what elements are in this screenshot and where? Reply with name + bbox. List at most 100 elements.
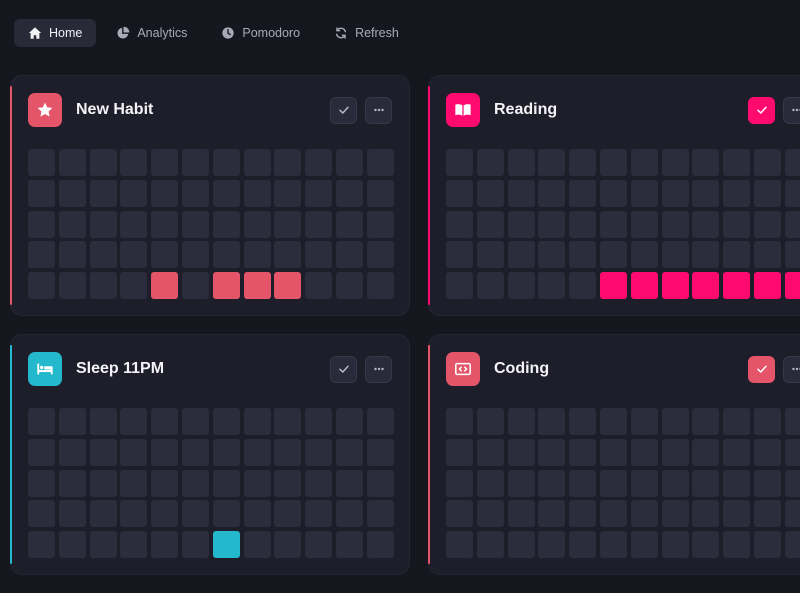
heatmap-cell[interactable] [58, 438, 86, 466]
heatmap-cell[interactable] [507, 408, 535, 435]
heatmap-cell[interactable] [692, 210, 720, 238]
heatmap-cell[interactable] [753, 179, 781, 207]
heatmap-cell[interactable] [476, 210, 504, 238]
heatmap-cell[interactable] [753, 210, 781, 238]
heatmap-cell[interactable] [243, 210, 271, 238]
heatmap-cell[interactable] [507, 272, 535, 300]
heatmap-cell[interactable] [28, 408, 55, 435]
heatmap-cell[interactable] [569, 500, 597, 528]
heatmap-cell[interactable] [243, 469, 271, 497]
heatmap-cell[interactable] [661, 500, 689, 528]
heatmap-cell[interactable] [599, 210, 627, 238]
heatmap-cell[interactable] [569, 241, 597, 269]
heatmap-cell[interactable] [723, 149, 751, 176]
heatmap-cell[interactable] [630, 210, 658, 238]
heatmap-cell[interactable] [305, 241, 333, 269]
heatmap-cell-completed[interactable] [151, 272, 179, 300]
heatmap-cell[interactable] [212, 149, 240, 176]
heatmap-cell[interactable] [212, 241, 240, 269]
heatmap-cell[interactable] [476, 272, 504, 300]
heatmap-cell[interactable] [89, 469, 117, 497]
heatmap-cell[interactable] [120, 272, 148, 300]
heatmap-cell[interactable] [366, 272, 394, 300]
heatmap-cell[interactable] [305, 179, 333, 207]
heatmap-cell[interactable] [58, 241, 86, 269]
heatmap-cell[interactable] [446, 210, 473, 238]
heatmap-cell[interactable] [599, 500, 627, 528]
heatmap-cell[interactable] [476, 149, 504, 176]
heatmap-cell[interactable] [692, 241, 720, 269]
heatmap-cell[interactable] [274, 241, 302, 269]
complete-today-button[interactable] [330, 96, 357, 124]
heatmap-cell[interactable] [723, 531, 751, 559]
complete-today-button[interactable] [330, 355, 357, 383]
heatmap-cell[interactable] [120, 408, 148, 435]
heatmap-cell[interactable] [58, 500, 86, 528]
heatmap-cell[interactable] [212, 179, 240, 207]
heatmap-cell[interactable] [692, 500, 720, 528]
heatmap-cell[interactable] [335, 272, 363, 300]
heatmap-cell[interactable] [599, 179, 627, 207]
heatmap-cell[interactable] [507, 241, 535, 269]
heatmap-cell[interactable] [58, 469, 86, 497]
heatmap-cell[interactable] [538, 500, 566, 528]
heatmap-cell[interactable] [569, 469, 597, 497]
heatmap-cell[interactable] [538, 241, 566, 269]
heatmap-cell[interactable] [274, 531, 302, 559]
heatmap-cell[interactable] [305, 272, 333, 300]
heatmap-cell[interactable] [305, 500, 333, 528]
heatmap-cell[interactable] [661, 438, 689, 466]
more-options-button[interactable] [783, 96, 800, 124]
heatmap-cell[interactable] [89, 438, 117, 466]
heatmap-cell[interactable] [661, 241, 689, 269]
heatmap-cell[interactable] [692, 408, 720, 435]
heatmap-cell[interactable] [243, 438, 271, 466]
heatmap-cell[interactable] [274, 179, 302, 207]
heatmap-cell[interactable] [784, 469, 800, 497]
heatmap-cell[interactable] [630, 500, 658, 528]
heatmap-cell[interactable] [89, 241, 117, 269]
heatmap-cell[interactable] [274, 408, 302, 435]
heatmap-cell[interactable] [692, 531, 720, 559]
heatmap-cell[interactable] [151, 438, 179, 466]
heatmap-cell[interactable] [723, 438, 751, 466]
heatmap-cell[interactable] [784, 531, 800, 559]
heatmap-cell[interactable] [181, 469, 209, 497]
heatmap-cell[interactable] [661, 179, 689, 207]
heatmap-cell[interactable] [58, 531, 86, 559]
heatmap-cell[interactable] [120, 149, 148, 176]
heatmap-cell[interactable] [151, 500, 179, 528]
heatmap-cell[interactable] [446, 149, 473, 176]
heatmap-cell[interactable] [366, 149, 394, 176]
heatmap-cell[interactable] [784, 408, 800, 435]
heatmap-cell[interactable] [366, 241, 394, 269]
heatmap-cell[interactable] [661, 531, 689, 559]
heatmap-cell[interactable] [243, 500, 271, 528]
heatmap-cell[interactable] [274, 210, 302, 238]
heatmap-cell[interactable] [692, 438, 720, 466]
heatmap-cell[interactable] [120, 531, 148, 559]
heatmap-cell[interactable] [476, 438, 504, 466]
heatmap-cell[interactable] [569, 272, 597, 300]
heatmap-cell[interactable] [89, 272, 117, 300]
heatmap-cell[interactable] [28, 149, 55, 176]
heatmap-cell[interactable] [181, 149, 209, 176]
heatmap-cell[interactable] [212, 438, 240, 466]
heatmap-cell[interactable] [723, 469, 751, 497]
heatmap-cell[interactable] [723, 179, 751, 207]
heatmap-cell[interactable] [181, 241, 209, 269]
heatmap-cell[interactable] [692, 179, 720, 207]
heatmap-cell[interactable] [28, 272, 55, 300]
heatmap-cell[interactable] [181, 438, 209, 466]
heatmap-cell[interactable] [151, 149, 179, 176]
heatmap-cell[interactable] [120, 500, 148, 528]
heatmap-cell[interactable] [753, 438, 781, 466]
heatmap-cell[interactable] [181, 408, 209, 435]
heatmap-cell[interactable] [446, 272, 473, 300]
heatmap-cell[interactable] [569, 531, 597, 559]
heatmap-cell[interactable] [151, 210, 179, 238]
nav-refresh[interactable]: Refresh [320, 19, 413, 47]
heatmap-cell[interactable] [692, 469, 720, 497]
heatmap-cell[interactable] [28, 531, 55, 559]
heatmap-cell[interactable] [151, 179, 179, 207]
